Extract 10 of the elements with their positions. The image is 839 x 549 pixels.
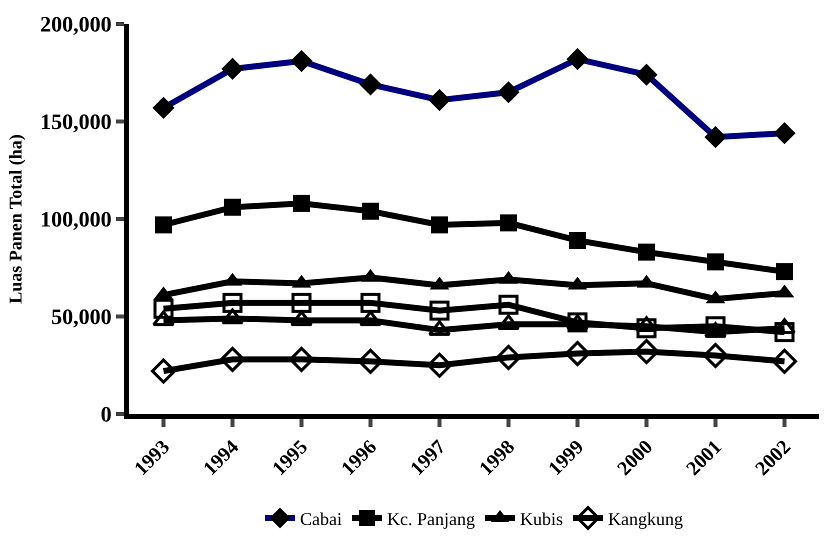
y-tick-label: 150,000 xyxy=(40,109,112,134)
y-tick-label: 100,000 xyxy=(40,206,112,232)
legend-label: Kc. Panjang xyxy=(387,509,475,530)
y-tick-label: 0 xyxy=(100,402,112,427)
y-axis-title: Luas Panen Total (ha) xyxy=(5,134,26,304)
legend-label: Cabai xyxy=(300,509,342,530)
legend-label: Kubis xyxy=(520,509,563,530)
y-tick-label: 50,000 xyxy=(51,304,112,330)
y-tick-label: 200,000 xyxy=(40,12,112,37)
legend-label: Kangkung xyxy=(608,509,683,530)
